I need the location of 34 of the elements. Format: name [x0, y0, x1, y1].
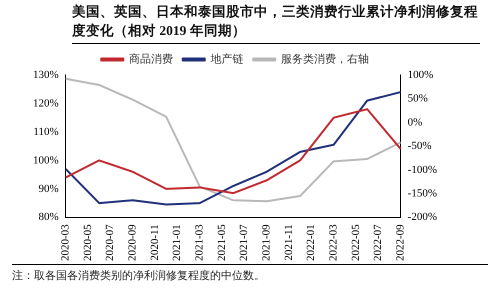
x-tick-label: 2021-11 [282, 224, 295, 261]
x-tick-label: 2022-01 [305, 224, 318, 262]
legend-label: 地产链 [209, 52, 244, 66]
y2-tick-label: -50% [408, 140, 432, 152]
x-tick-label: 2022-05 [350, 224, 362, 262]
x-tick-label: 2020-07 [104, 224, 116, 262]
y-tick-label: 90% [38, 182, 59, 195]
y2-tick-label: 100% [408, 68, 434, 81]
x-tick-label: 2021-03 [194, 224, 206, 262]
x-tick-label: 2021-01 [171, 224, 184, 262]
y-tick-label: 120% [32, 97, 59, 110]
legend-label: 商品消费 [128, 52, 173, 66]
x-tick-label: 2021-09 [260, 224, 273, 262]
y2-tick-label: -100% [408, 164, 437, 176]
x-tick-label: 2021-05 [216, 224, 228, 262]
x-tick-label: 2020-05 [82, 224, 94, 262]
x-tick-label: 2022-09 [394, 224, 407, 262]
x-tick-label: 2020-03 [60, 224, 72, 262]
x-tick-label: 2021-07 [238, 224, 250, 262]
chart-title: 美国、英国、日本和泰国股市中，三类消费行业累计净利润修复程度变化（相对 2019 年同期） [72, 2, 480, 44]
y-tick-label: 100% [32, 154, 59, 166]
y2-tick-label: -150% [408, 188, 437, 200]
y-tick-label: 110% [33, 126, 59, 138]
legend-label: 服务类消费，右轴 [280, 52, 369, 66]
x-tick-label: 2020-11 [148, 224, 161, 261]
y2-tick-label: 50% [408, 92, 428, 105]
text: 注：取各国各消费类别的净利润修复程度的中位数。 [12, 264, 488, 284]
x-tick-label: 2022-07 [372, 224, 384, 262]
y2-tick-label: -200% [408, 211, 437, 224]
x-tick-label: 2022-03 [328, 224, 340, 262]
y2-tick-label: 0% [408, 116, 422, 128]
y-tick-label: 80% [38, 211, 59, 224]
x-tick-label: 2020-09 [126, 224, 139, 262]
y-tick-label: 130% [32, 68, 59, 81]
